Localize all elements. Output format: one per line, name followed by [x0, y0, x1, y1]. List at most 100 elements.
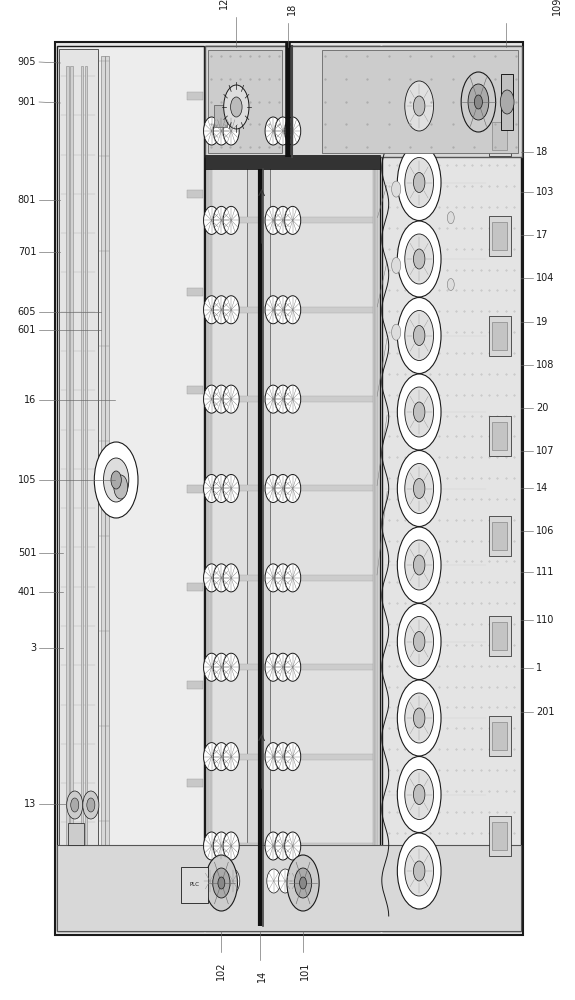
Bar [187, 779, 203, 787]
Circle shape [392, 257, 401, 273]
Circle shape [405, 770, 434, 820]
Bar [210, 51, 212, 926]
Circle shape [397, 680, 441, 756]
Circle shape [413, 632, 425, 652]
Circle shape [275, 385, 291, 413]
Bar [492, 622, 507, 650]
Bar [205, 46, 522, 157]
Text: 16: 16 [24, 395, 36, 405]
Circle shape [213, 296, 229, 324]
Circle shape [265, 832, 281, 860]
Bar [187, 681, 203, 689]
Bar [211, 575, 374, 581]
Circle shape [397, 145, 441, 221]
Circle shape [413, 173, 425, 193]
Circle shape [405, 846, 434, 896]
Circle shape [223, 206, 239, 234]
Circle shape [300, 877, 306, 889]
Circle shape [278, 869, 292, 893]
Bar [489, 216, 511, 256]
Text: 107: 107 [536, 446, 554, 456]
Circle shape [204, 206, 220, 234]
Text: 801: 801 [18, 195, 36, 205]
Bar [492, 422, 507, 450]
Circle shape [223, 296, 239, 324]
Circle shape [287, 855, 319, 911]
Bar [489, 116, 511, 156]
Text: 105: 105 [18, 475, 36, 485]
Circle shape [223, 117, 239, 145]
Circle shape [397, 450, 441, 526]
Circle shape [204, 832, 220, 860]
Bar [489, 316, 511, 356]
Circle shape [267, 869, 281, 893]
Circle shape [223, 743, 239, 771]
Circle shape [413, 96, 425, 116]
Circle shape [275, 564, 291, 592]
Bar [247, 46, 270, 931]
Circle shape [204, 743, 220, 771]
Circle shape [392, 324, 401, 340]
Bar [492, 522, 507, 550]
Bar [70, 66, 73, 911]
Circle shape [275, 743, 291, 771]
Bar [181, 867, 208, 903]
Text: 501: 501 [18, 548, 36, 558]
Text: 101: 101 [300, 962, 310, 980]
Circle shape [275, 475, 291, 502]
Circle shape [275, 832, 291, 860]
Circle shape [285, 743, 301, 771]
Circle shape [413, 402, 425, 422]
Circle shape [214, 869, 228, 893]
Circle shape [265, 117, 281, 145]
Circle shape [413, 861, 425, 881]
Circle shape [213, 743, 229, 771]
Text: 901: 901 [18, 97, 36, 107]
Circle shape [468, 84, 489, 120]
Circle shape [275, 296, 291, 324]
Circle shape [265, 653, 281, 681]
Bar [187, 92, 203, 100]
Circle shape [213, 117, 229, 145]
Circle shape [447, 212, 454, 224]
Bar [211, 396, 374, 402]
Text: 17: 17 [536, 230, 549, 240]
Bar [81, 66, 83, 911]
Bar [211, 664, 374, 670]
Circle shape [265, 475, 281, 502]
Circle shape [285, 206, 301, 234]
Circle shape [275, 653, 291, 681]
Bar [57, 46, 204, 931]
Bar [214, 105, 227, 127]
Bar [382, 46, 521, 931]
Circle shape [397, 833, 441, 909]
Circle shape [203, 869, 217, 893]
Bar [187, 386, 203, 394]
Circle shape [204, 385, 220, 413]
Circle shape [405, 81, 434, 131]
Circle shape [413, 479, 425, 499]
Circle shape [405, 234, 434, 284]
Circle shape [285, 117, 301, 145]
Text: 110: 110 [536, 615, 554, 625]
Bar [187, 288, 203, 296]
Text: 104: 104 [536, 273, 554, 283]
Circle shape [223, 653, 239, 681]
Bar [55, 42, 523, 935]
Bar [57, 845, 521, 931]
Circle shape [405, 540, 434, 590]
Text: PLC: PLC [189, 882, 200, 888]
Bar [105, 56, 109, 921]
Bar [207, 51, 209, 926]
Bar [211, 217, 374, 223]
Circle shape [205, 855, 237, 911]
Circle shape [461, 72, 496, 132]
Circle shape [94, 442, 138, 518]
Text: 201: 201 [536, 707, 554, 717]
Text: 20: 20 [536, 403, 549, 413]
Circle shape [213, 206, 229, 234]
Circle shape [223, 475, 239, 502]
Circle shape [285, 296, 301, 324]
Circle shape [397, 374, 441, 450]
Circle shape [285, 564, 301, 592]
